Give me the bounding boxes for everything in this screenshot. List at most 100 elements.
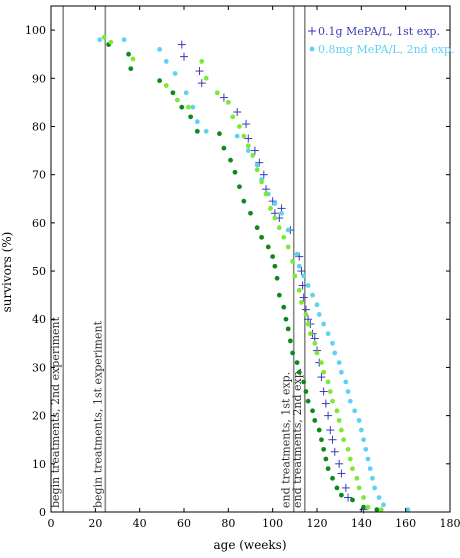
data-point <box>361 437 366 443</box>
data-point <box>301 273 307 279</box>
data-point-plus <box>244 134 253 143</box>
data-point <box>268 206 273 211</box>
data-point <box>321 321 327 327</box>
data-point <box>221 145 227 151</box>
data-point <box>310 408 315 414</box>
data-point <box>361 495 366 500</box>
data-point <box>327 389 333 394</box>
data-point-plus <box>259 170 268 179</box>
data-point <box>190 104 196 110</box>
data-point <box>345 446 351 452</box>
data-point <box>241 198 247 204</box>
y-tick-label: 90 <box>32 72 46 85</box>
data-point-plus <box>341 483 350 492</box>
axes-layer: 0 20 40 60 80 100 120 140 160 180 0 10 20 30 40 50 60 70 8… <box>25 5 460 530</box>
data-point <box>361 504 366 510</box>
data-point <box>334 408 340 414</box>
data-point <box>356 485 362 491</box>
legend-label: 0.8mg MePA/L, 2nd exp. <box>318 43 454 56</box>
data-point <box>283 316 289 322</box>
data-point <box>290 259 296 264</box>
data-point <box>347 398 353 404</box>
data-point-plus <box>298 281 307 290</box>
data-point <box>157 46 163 52</box>
data-point <box>259 234 264 240</box>
data-point <box>203 128 209 134</box>
data-point <box>332 350 338 356</box>
data-point <box>126 51 131 57</box>
data-point <box>254 167 260 173</box>
data-point <box>312 340 318 346</box>
data-point-plus <box>337 469 346 478</box>
data-point <box>354 475 360 481</box>
y-tick-label: 50 <box>32 265 46 278</box>
data-point <box>292 273 298 279</box>
data-point <box>345 389 351 394</box>
data-point <box>281 234 287 240</box>
data-point <box>370 475 375 481</box>
data-point <box>194 119 200 125</box>
data-point <box>294 251 300 257</box>
y-tick-label: 80 <box>32 120 46 133</box>
data-point <box>305 321 311 327</box>
data-point <box>194 128 200 134</box>
y-tick-label: 60 <box>32 217 46 230</box>
data-point <box>330 340 335 346</box>
data-point <box>376 495 382 500</box>
data-point <box>296 287 302 293</box>
treatment-line-label: begin treatments, 1st experiment <box>91 320 104 508</box>
data-point <box>319 437 324 443</box>
data-point <box>225 99 231 105</box>
data-point <box>325 331 331 337</box>
data-point-plus <box>242 120 251 129</box>
data-point <box>310 292 315 298</box>
data-point <box>230 114 236 120</box>
data-point <box>217 131 222 137</box>
data-point <box>121 37 127 43</box>
y-tick-label: 70 <box>32 169 46 182</box>
data-point <box>263 191 269 197</box>
x-tick-label: 100 <box>262 517 283 530</box>
data-point <box>294 360 300 366</box>
data-point <box>157 78 163 84</box>
data-point <box>288 338 293 344</box>
y-tick-label: 10 <box>32 458 46 471</box>
x-axis-label: age (weeks) <box>213 538 286 552</box>
data-point-plus <box>344 493 353 502</box>
x-tick-label: 160 <box>395 517 416 530</box>
data-point <box>250 152 256 158</box>
x-tick-label: 20 <box>88 517 102 530</box>
data-point <box>272 201 278 206</box>
data-point-plus <box>335 459 344 468</box>
data-point <box>270 254 276 259</box>
data-point <box>183 90 189 96</box>
legend-label: 0.1g MePA/L, 1st exp. <box>318 25 440 38</box>
data-point <box>336 418 342 423</box>
data-point <box>347 456 353 462</box>
data-point-plus <box>219 93 228 102</box>
data-point <box>265 244 271 250</box>
data-point <box>101 34 107 40</box>
data-point <box>312 418 318 423</box>
data-point <box>237 124 242 129</box>
treatment-line-label: begin treatments, 2nd experiment <box>49 316 62 508</box>
data-point <box>365 456 371 462</box>
y-tick-label: 0 <box>39 506 46 519</box>
data-point <box>274 275 280 281</box>
data-point <box>234 133 240 139</box>
data-point <box>299 299 304 305</box>
data-point-plus <box>250 146 259 155</box>
data-point <box>352 408 358 414</box>
data-point <box>338 427 344 433</box>
y-tick-label: 30 <box>32 361 46 374</box>
data-point-plus <box>319 387 328 396</box>
data-point-plus <box>297 267 306 276</box>
data-point <box>319 360 324 366</box>
data-point <box>374 507 380 512</box>
data-point <box>276 225 282 231</box>
data-point-plus <box>324 411 333 420</box>
data-point <box>314 302 320 308</box>
plot-frame <box>50 5 451 513</box>
data-point <box>272 263 278 269</box>
data-point-plus <box>180 52 188 61</box>
